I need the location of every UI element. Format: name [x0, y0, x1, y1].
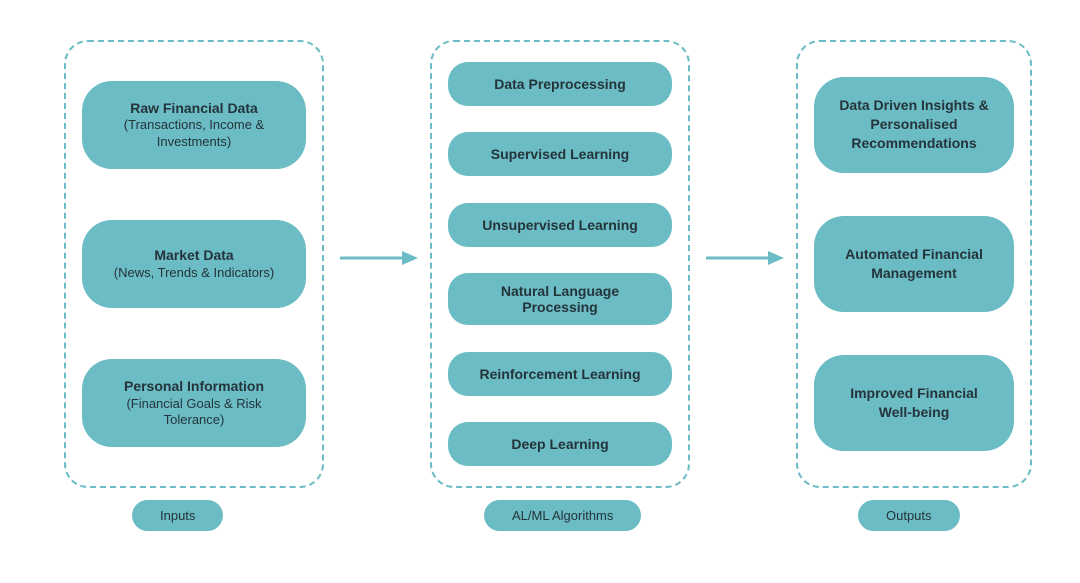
input-title: Market Data: [100, 246, 288, 264]
algo-node-unsupervised: Unsupervised Learning: [448, 203, 672, 247]
input-title: Personal Information: [100, 377, 288, 395]
input-node-raw-financial: Raw Financial Data (Transactions, Income…: [82, 81, 306, 169]
input-subtitle: (Financial Goals & Risk Tolerance): [100, 396, 288, 430]
algo-node-reinforcement: Reinforcement Learning: [448, 352, 672, 396]
input-subtitle: (Transactions, Income & Investments): [100, 117, 288, 151]
input-subtitle: (News, Trends & Indicators): [100, 265, 288, 282]
outputs-container: Data Driven Insights & Personalised Reco…: [796, 40, 1032, 488]
algos-label: AL/ML Algorithms: [484, 500, 641, 531]
input-node-personal-info: Personal Information (Financial Goals & …: [82, 359, 306, 447]
input-node-market-data: Market Data (News, Trends & Indicators): [82, 220, 306, 308]
algo-node-data-preprocessing: Data Preprocessing: [448, 62, 672, 106]
arrow-inputs-to-algos: [338, 248, 420, 268]
output-node-insights: Data Driven Insights & Personalised Reco…: [814, 77, 1014, 173]
outputs-label: Outputs: [858, 500, 960, 531]
algo-node-nlp: Natural Language Processing: [448, 273, 672, 325]
arrow-algos-to-outputs: [704, 248, 786, 268]
output-node-wellbeing: Improved Financial Well-being: [814, 355, 1014, 451]
inputs-label: Inputs: [132, 500, 223, 531]
algo-node-deep-learning: Deep Learning: [448, 422, 672, 466]
input-title: Raw Financial Data: [100, 99, 288, 117]
algos-container: Data Preprocessing Supervised Learning U…: [430, 40, 690, 488]
algo-node-supervised: Supervised Learning: [448, 132, 672, 176]
output-node-automated: Automated Financial Management: [814, 216, 1014, 312]
inputs-container: Raw Financial Data (Transactions, Income…: [64, 40, 324, 488]
